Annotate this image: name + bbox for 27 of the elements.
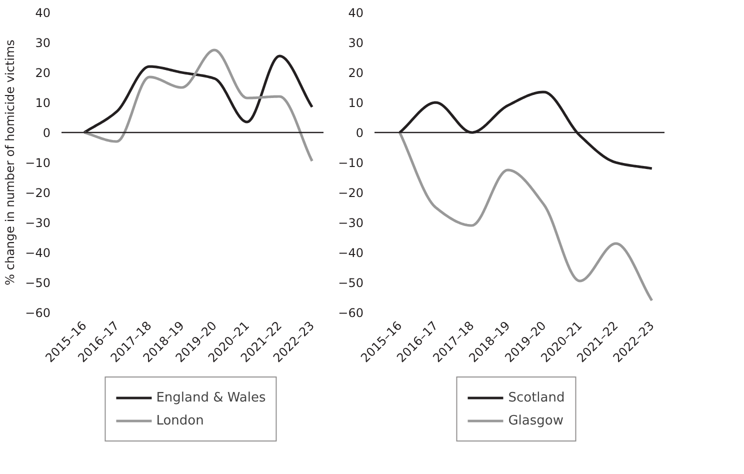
y-tick-label: 10 xyxy=(35,96,51,110)
y-tick-label: 20 xyxy=(348,66,364,80)
y-tick-label: 10 xyxy=(348,96,364,110)
legend-label: Scotland xyxy=(508,390,565,405)
y-tick-label: 30 xyxy=(35,36,51,50)
y-tick-label: 0 xyxy=(356,126,364,140)
y-tick-label: −30 xyxy=(338,216,364,230)
y-tick-label: −60 xyxy=(338,306,364,320)
legend-label: Glasgow xyxy=(508,413,564,428)
legend-label: England & Wales xyxy=(156,390,266,405)
y-tick-label: −40 xyxy=(25,246,51,260)
y-tick-label: −50 xyxy=(25,276,51,290)
y-tick-label: −60 xyxy=(25,306,51,320)
y-axis-title: % change in number of homicide victims xyxy=(3,40,18,286)
y-tick-label: 40 xyxy=(35,6,51,20)
y-tick-label: 30 xyxy=(348,36,364,50)
y-tick-label: 0 xyxy=(42,126,51,140)
legend-label: London xyxy=(156,413,204,428)
y-tick-label: −20 xyxy=(25,186,51,200)
y-tick-label: −30 xyxy=(25,216,51,230)
y-tick-label: −10 xyxy=(25,156,51,170)
y-tick-label: −40 xyxy=(338,246,364,260)
y-tick-label: 40 xyxy=(348,6,364,20)
y-tick-label: −50 xyxy=(338,276,364,290)
y-tick-label: −10 xyxy=(338,156,364,170)
y-tick-label: 20 xyxy=(35,66,51,80)
y-tick-label: −20 xyxy=(338,186,364,200)
